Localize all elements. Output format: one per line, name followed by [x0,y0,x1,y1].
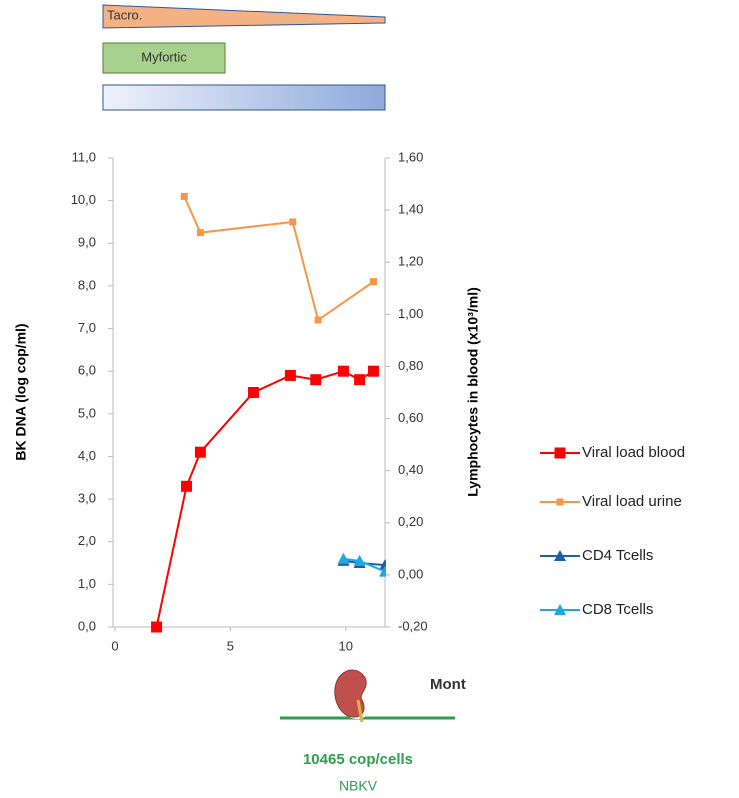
y2-tick-label: -0,20 [398,618,428,633]
marker [289,218,296,225]
y2-tick-label: 0,40 [398,462,423,477]
y-tick-label: 7,0 [78,320,96,335]
legend-label: CD8 Tcells [582,601,653,618]
legend-label: CD4 Tcells [582,547,653,564]
marker [181,481,192,492]
marker [285,370,296,381]
y-tick-label: 2,0 [78,533,96,548]
chart: 0,0 1,0 2,0 3,0 4,0 5,0 6,0 7,0 8,0 9,0 10,0 11,0 -0… [13,149,685,653]
figure: Tacro. Myfortic 0,0 1,0 2,0 3,0 4,0 5,0 6,0 7,0… [0,0,739,798]
plot-area [151,193,391,633]
marker [151,622,162,633]
treatment-label: Tacro. [107,7,142,22]
marker [181,193,188,200]
marker [248,387,259,398]
marker [195,447,206,458]
kidney-icon [335,667,377,722]
x-tick-label: 0 [111,638,118,653]
y2-tick-label: 1,60 [398,149,423,164]
treatment-label: Myfortic [141,49,187,64]
y2-axis-title: Lymphocytes in blood (x10³/ml) [465,287,481,497]
marker [315,317,322,324]
marker [310,374,321,385]
y2-tick-label: 0,80 [398,358,423,373]
y-tick-label: 8,0 [78,277,96,292]
month-label: Mont [430,676,466,693]
y-tick-label: 4,0 [78,448,96,463]
count-label: 10465 cop/cells [303,751,413,768]
virus-label: NBKV [339,778,378,794]
therapy-bar [103,85,385,110]
y2-tick-label: 1,00 [398,306,423,321]
y-tick-label: 0,0 [78,618,96,633]
y-axis-title: BK DNA (log cop/ml) [13,323,29,460]
marker [354,374,365,385]
x-tick-label: 5 [227,638,234,653]
y-tick-label: 9,0 [78,235,96,250]
y2-tick-label: 0,00 [398,566,423,581]
series-line [157,371,374,627]
y2-tick-label: 0,60 [398,410,423,425]
y-tick-label: 6,0 [78,363,96,378]
marker [370,278,377,285]
legend-marker [555,448,566,459]
y-tick-label: 5,0 [78,405,96,420]
y-tick-label: 3,0 [78,491,96,506]
marker [338,366,349,377]
y2-tick-label: 0,20 [398,514,423,529]
tacro-bar [103,5,385,28]
y-tick-label: 11,0 [72,149,96,164]
marker [337,553,349,564]
series-line [184,196,373,320]
legend-label: Viral load blood [582,444,685,461]
y-tick-label: 1,0 [78,576,96,591]
y2-tick-label: 1,40 [398,202,423,217]
x-tick-label: 10 [339,638,353,653]
marker [368,366,379,377]
legend-label: Viral load urine [582,493,682,510]
legend-marker [557,499,564,506]
marker [197,229,204,236]
y2-tick-label: 1,20 [398,254,423,269]
y-tick-label: 10,0 [71,192,96,207]
